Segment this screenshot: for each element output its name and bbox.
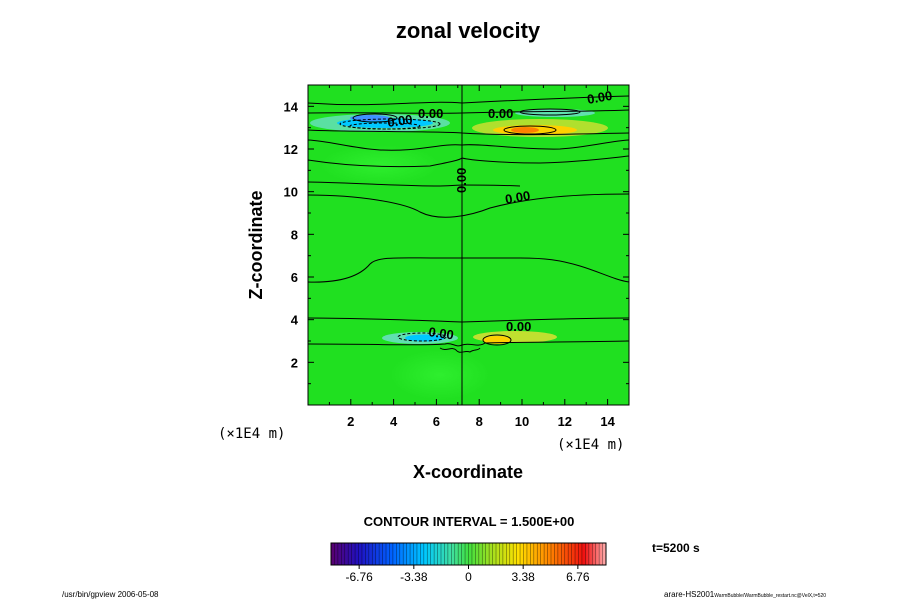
x-tick-label: 6 (433, 414, 440, 429)
y-tick-label: 8 (291, 227, 298, 242)
field-shade (390, 350, 490, 400)
colorbar-segments (334, 543, 603, 565)
x-tick-label: 14 (600, 414, 615, 429)
x-tick-label: 2 (347, 414, 354, 429)
x-axis-unit: (×1E4 m) (557, 437, 624, 453)
contour-label: 0.00 (504, 188, 532, 207)
y-tick-label: 12 (284, 142, 298, 157)
contour-line (308, 129, 629, 136)
y-axis-label: Z-coordinate (246, 190, 266, 299)
plot-frame (307, 84, 630, 406)
contour-label: 0.00 (418, 106, 443, 121)
y-axis-unit: (×1E4 m) (218, 426, 285, 442)
lower-west-negative-core (405, 334, 445, 342)
x-tick-label: 4 (390, 414, 398, 429)
contour-line (308, 95, 629, 106)
y-axis: 2 4 6 8 10 12 14 (284, 99, 629, 385)
x-axis-label: X-coordinate (413, 462, 523, 482)
contour-line (308, 257, 629, 283)
colorbar-tick-label: 0 (465, 570, 472, 584)
y-tick-label: 4 (291, 313, 299, 328)
contour-line (503, 125, 557, 135)
time-label: t=5200 s (652, 541, 700, 555)
contour-label: 0.00 (506, 319, 531, 334)
contour-lines (308, 85, 629, 405)
x-tick-label: 8 (476, 414, 483, 429)
y-tick-label: 14 (284, 99, 299, 114)
plot-area (308, 85, 629, 405)
contour-line (439, 347, 481, 353)
contour-line (308, 139, 629, 151)
contour-labels: 0.00 0.00 0.00 0.00 0.00 0.00 0.00 0.00 (386, 88, 613, 343)
y-tick-label: 2 (291, 355, 298, 370)
colorbar-tick-label: 3.38 (511, 570, 535, 584)
colorbar-ticks: -6.76 -3.38 0 3.38 6.76 (345, 565, 590, 584)
x-tick-label: 12 (558, 414, 572, 429)
contour-label: 0.00 (586, 88, 614, 107)
y-tick-label: 6 (291, 270, 298, 285)
field-shade (320, 145, 440, 185)
contour-line (308, 155, 629, 168)
contour-line (482, 334, 512, 346)
colorbar-tick-label: 6.76 (566, 570, 590, 584)
contour-line (397, 332, 447, 342)
x-axis: 2 4 6 8 10 12 14 (328, 85, 616, 429)
contour-line (308, 317, 629, 323)
contour-label: 0.00 (488, 106, 513, 121)
contour-line (352, 113, 398, 123)
contour-label: 0.00 (428, 324, 455, 342)
x-tick-label: 10 (515, 414, 529, 429)
colorbar-tick-label: -6.76 (345, 570, 373, 584)
contour-line (308, 340, 629, 347)
footer-right: arare-HS2001WarmBubble/WarmBubble_restar… (664, 590, 826, 599)
footer-left: /usr/bin/gpview 2006-05-08 (62, 590, 159, 599)
colorbar-tick-label: -3.38 (400, 570, 428, 584)
footer-right-main: arare-HS2001 (664, 590, 715, 599)
contour-line (308, 109, 629, 114)
upper-east-positive-center (511, 127, 539, 133)
contour-interval: CONTOUR INTERVAL = 1.500E+00 (364, 514, 575, 529)
chart-title: zonal velocity (396, 18, 541, 43)
contour-line (519, 108, 581, 116)
contour-line (349, 122, 421, 130)
negative-contours (339, 118, 447, 342)
contour-line (308, 181, 521, 187)
contour-label: 0.00 (454, 168, 469, 193)
contour-label: 0.00 (386, 112, 413, 130)
colorbar: -6.76 -3.38 0 3.38 6.76 (330, 542, 607, 584)
y-tick-label: 10 (284, 185, 298, 200)
footer-right-sub: WarmBubble/WarmBubble_restart.nc@VelX,t=… (714, 593, 826, 599)
lower-east-positive-core (483, 336, 511, 344)
contour-line (308, 193, 629, 218)
